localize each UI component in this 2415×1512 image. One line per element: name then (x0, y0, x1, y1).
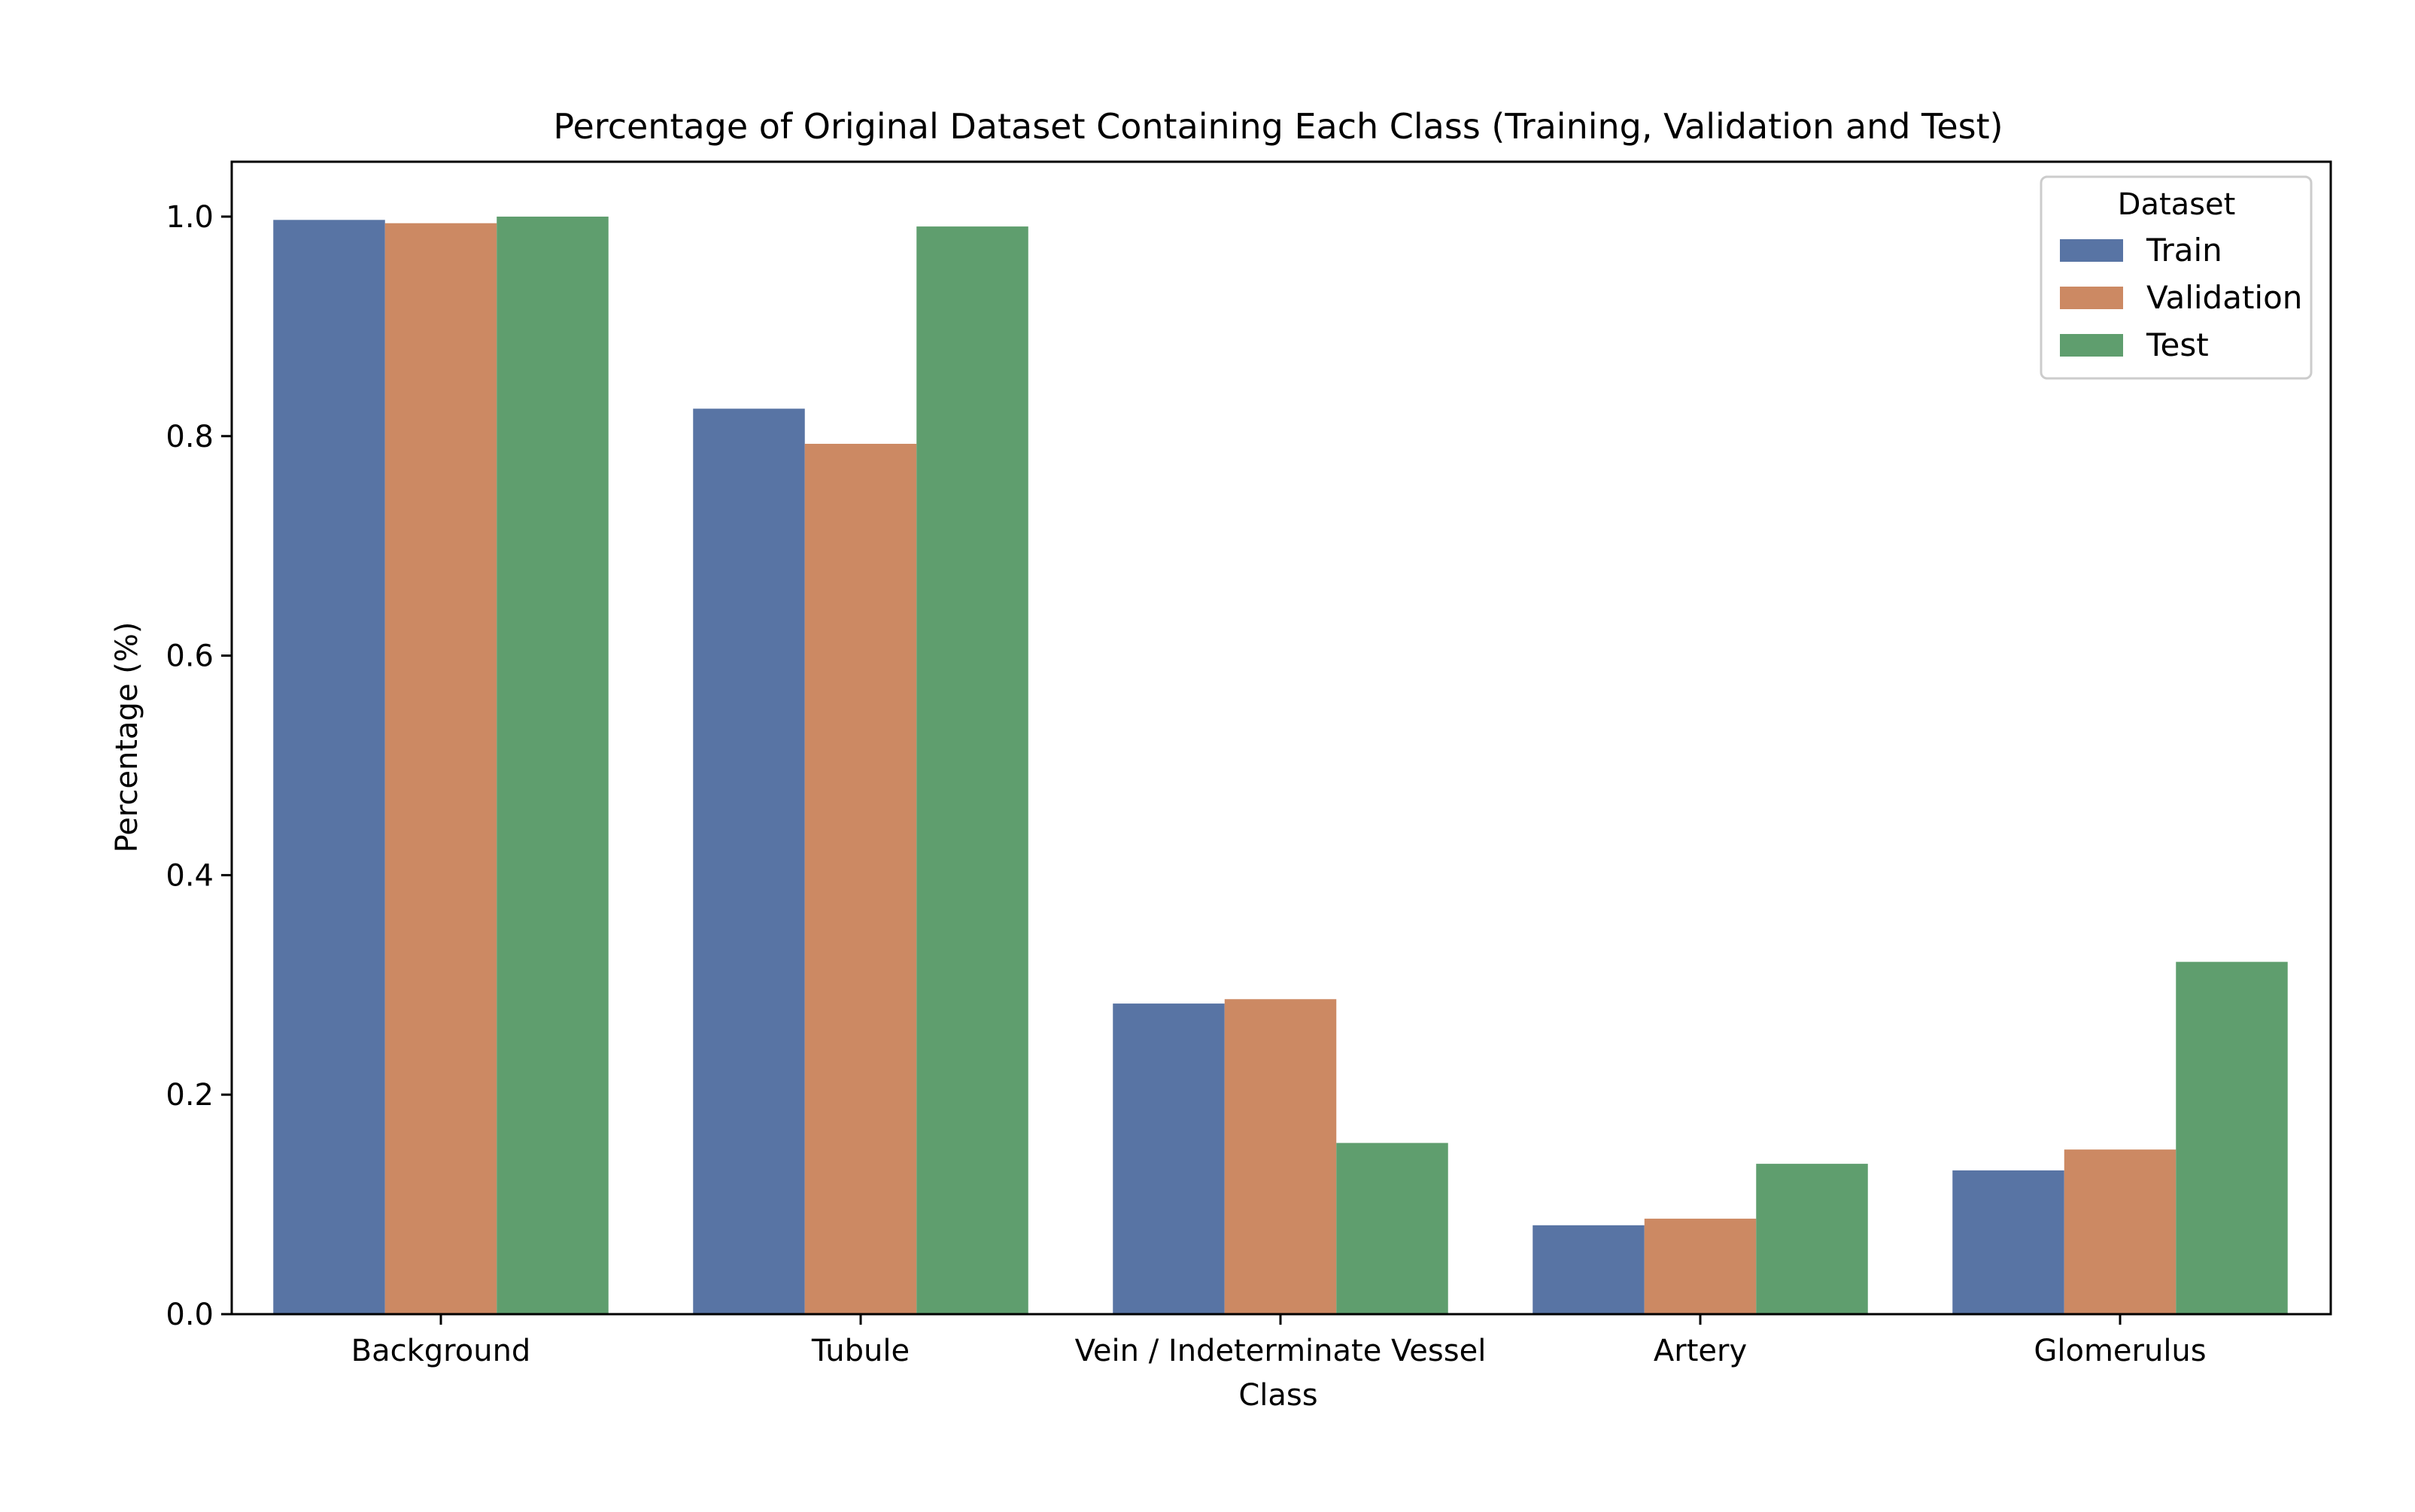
bars-layer (273, 216, 2288, 1315)
bar (273, 220, 385, 1315)
x-tick-label: Artery (1654, 1334, 1747, 1368)
legend-entries: Train Validation Test (2060, 232, 2302, 363)
legend-label: Train (2146, 232, 2222, 269)
legend: Dataset Train Validation Test (2040, 175, 2313, 380)
bar (497, 216, 609, 1315)
bar (1224, 999, 1337, 1314)
bar (1644, 1219, 1757, 1314)
legend-swatch (2060, 334, 2123, 357)
x-axis-label: Class (1238, 1378, 1317, 1413)
bar (1113, 1003, 1225, 1314)
bar (1756, 1164, 1868, 1314)
legend-title: Dataset (2118, 187, 2236, 222)
axes-layer: 0.0 0.2 0.4 0.6 0.8 1.0 Background Tubule Vein /… (166, 160, 2332, 1368)
x-tick-label: Glomerulus (2034, 1334, 2206, 1368)
y-tick-label: 0.0 (166, 1298, 214, 1332)
x-tick-label: Vein / Indeterminate Vessel (1075, 1334, 1487, 1368)
bar (384, 223, 497, 1315)
y-tick-label: 1.0 (166, 200, 214, 235)
chart-title: Percentage of Original Dataset Containin… (553, 106, 2003, 147)
legend-label: Test (2146, 326, 2209, 363)
bar (916, 226, 1028, 1315)
bar (1952, 1170, 2064, 1314)
legend-label: Validation (2146, 279, 2302, 316)
legend-frame (2040, 175, 2313, 380)
x-tick-label: Tubule (811, 1334, 910, 1368)
bar (804, 443, 917, 1314)
legend-swatch (2060, 239, 2123, 262)
bar (2176, 961, 2288, 1314)
bar (1533, 1225, 1645, 1314)
y-tick-label: 0.2 (166, 1078, 214, 1113)
legend-swatch (2060, 287, 2123, 309)
y-tick-label: 0.8 (166, 420, 214, 454)
bar (1336, 1143, 1448, 1314)
x-tick-label: Background (351, 1334, 531, 1368)
bar (693, 408, 805, 1314)
bar (2064, 1149, 2177, 1314)
y-tick-label: 0.6 (166, 639, 214, 674)
y-axis-label: Percentage (%) (110, 622, 144, 853)
y-tick-label: 0.4 (166, 858, 214, 893)
